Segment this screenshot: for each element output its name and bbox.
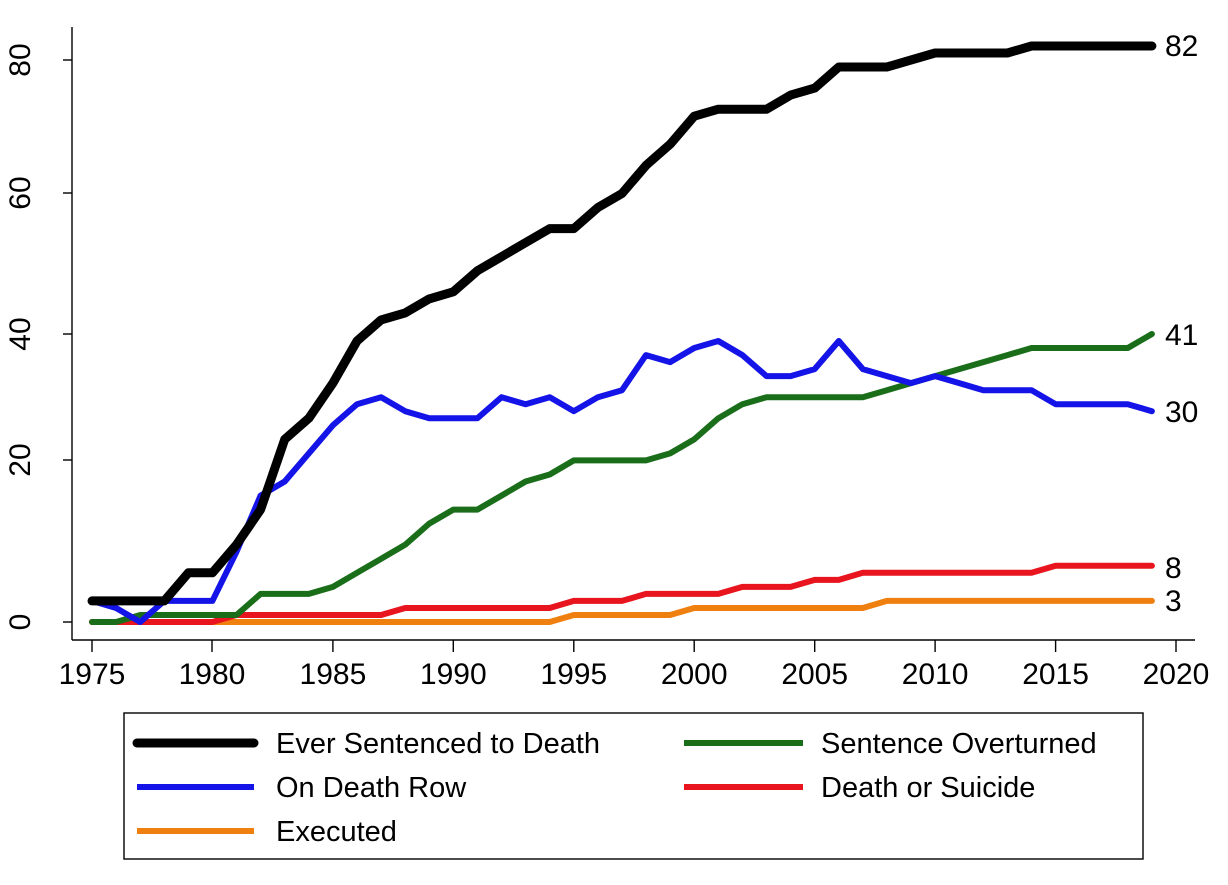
svg-text:1995: 1995 <box>540 658 607 691</box>
svg-text:80: 80 <box>4 43 37 76</box>
svg-text:30: 30 <box>1165 396 1198 429</box>
svg-text:8: 8 <box>1165 552 1182 585</box>
svg-text:1980: 1980 <box>179 658 246 691</box>
svg-text:60: 60 <box>4 176 37 209</box>
svg-text:Sentence Overturned: Sentence Overturned <box>821 728 1097 760</box>
svg-text:Death or Suicide: Death or Suicide <box>821 772 1035 804</box>
svg-text:3: 3 <box>1165 585 1182 618</box>
svg-text:2010: 2010 <box>902 658 969 691</box>
svg-text:2005: 2005 <box>781 658 848 691</box>
svg-text:0: 0 <box>4 614 37 631</box>
svg-text:Executed: Executed <box>276 816 397 848</box>
svg-text:2015: 2015 <box>1022 658 1089 691</box>
svg-text:2000: 2000 <box>661 658 728 691</box>
svg-text:82: 82 <box>1165 30 1198 63</box>
svg-text:1990: 1990 <box>420 658 487 691</box>
svg-text:1985: 1985 <box>300 658 367 691</box>
svg-text:20: 20 <box>4 443 37 476</box>
svg-text:1975: 1975 <box>59 658 126 691</box>
svg-text:Ever Sentenced to Death: Ever Sentenced to Death <box>276 728 600 760</box>
svg-text:41: 41 <box>1165 319 1198 352</box>
svg-text:On Death Row: On Death Row <box>276 772 467 804</box>
svg-text:40: 40 <box>4 317 37 350</box>
svg-text:2020: 2020 <box>1143 658 1210 691</box>
